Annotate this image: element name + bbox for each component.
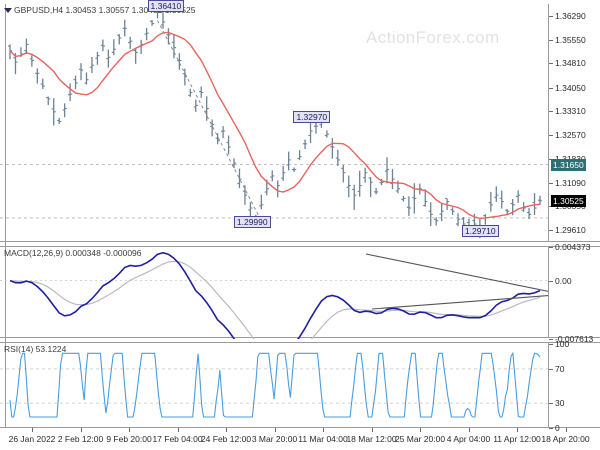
rsi-axis-tick [549,344,553,345]
macd-pane[interactable]: 0.004373 0.00 -0.007613 [0,242,600,344]
macd-axis-label: -0.007613 [555,334,594,344]
time-axis-label: 9 Feb 20:00 [106,434,152,444]
macd-axis-tick [549,339,553,340]
rsi-axis-tick [549,368,553,370]
price-annotation[interactable]: 1.29990 [233,215,271,228]
macd-axis-label: 0.004373 [555,242,591,252]
time-axis-label: 17 Feb 04:00 [152,434,203,444]
left-border-rule [5,4,6,428]
time-axis-label: 3 Mar 20:00 [251,434,298,444]
time-axis-tick [129,428,130,432]
price-axis-label: 1.31090 [555,177,586,188]
time-axis-label: 26 Jan 2022 [8,434,56,444]
price-axis-tick [549,15,553,17]
price-axis-tick [549,135,553,137]
price-axis-label: 1.36290 [555,10,586,21]
time-axis-tick [323,428,324,432]
macd-axis-tick [549,280,553,282]
price-annotation[interactable]: 1.36410 [147,0,185,13]
price-axis-label: 1.34050 [555,82,586,93]
time-axis-label: 25 Mar 20:00 [394,434,446,444]
time-axis-label: 4 Apr 04:00 [446,434,491,444]
rsi-axis-label: 30 [555,398,565,409]
price-axis-tick [549,111,553,113]
time-axis-tick [226,428,227,432]
time-axis-label: 11 Mar 04:00 [298,434,348,444]
price-axis-label: 1.34810 [555,58,586,69]
time-axis-tick [32,428,33,432]
time-axis-label: 18 Mar 12:00 [346,434,397,444]
price-axis-tick [549,87,553,89]
watermark: ActionForex.com [366,28,500,47]
time-axis-tick [420,428,421,432]
rsi-axis-label: 0 [555,423,560,433]
rsi-axis-label: 70 [555,363,565,374]
price-axis-tick [549,39,553,41]
price-axis-tick [549,182,553,184]
macd-plot [0,251,548,339]
price-axis-label: 1.33310 [555,106,586,117]
macd-axis: 0.004373 0.00 -0.007613 [548,242,600,344]
time-axis-tick [517,428,518,432]
time-axis: 26 Jan 2022 2 Feb 12:00 9 Feb 20:00 17 Feb … [0,428,600,450]
price-axis-tick [549,230,553,232]
price-annotation[interactable]: 1.29710 [461,224,499,237]
rsi-title: RSI(14) 53.1224 [4,344,67,354]
caret-down-icon[interactable] [4,8,12,13]
rsi-axis-tick [549,428,553,429]
macd-axis-label: 0.00 [555,275,572,286]
price-axis-label: 1.32570 [555,130,586,141]
rsi-pane[interactable]: 100 70 30 0 [0,339,600,433]
price-axis-label: 1.35550 [555,34,586,45]
time-axis-tick [565,428,567,432]
rsi-axis: 100 70 30 0 [548,339,600,433]
time-axis-tick [371,428,373,432]
time-axis-tick [468,428,470,432]
price-axis-tick [549,63,553,65]
time-axis-label: 18 Apr 20:00 [541,434,590,444]
rsi-axis-tick [549,403,553,405]
time-axis-label: 11 Apr 12:00 [493,434,541,444]
time-axis-label: 2 Feb 12:00 [57,434,104,444]
price-axis-label: 1.29610 [555,225,586,236]
level-price-flag: 1.31650 [551,158,586,171]
symbol-header: GBPUSD,H4 1.30453 1.30557 1.30431 1.3052… [14,5,196,15]
price-annotation[interactable]: 1.32970 [293,111,331,124]
time-axis-tick [274,428,276,432]
bid-price-flag: 1.30525 [551,194,586,207]
rsi-axis-label: 100 [555,339,570,349]
rsi-plot [0,351,548,418]
time-axis-tick [177,428,179,432]
macd-title: MACD(12,26,9) 0.000348 -0.000096 [4,248,142,258]
price-axis-tick [549,206,553,208]
time-axis-tick [80,428,82,432]
macd-axis-tick [549,247,553,248]
time-axis-label: 24 Feb 12:00 [200,434,252,444]
